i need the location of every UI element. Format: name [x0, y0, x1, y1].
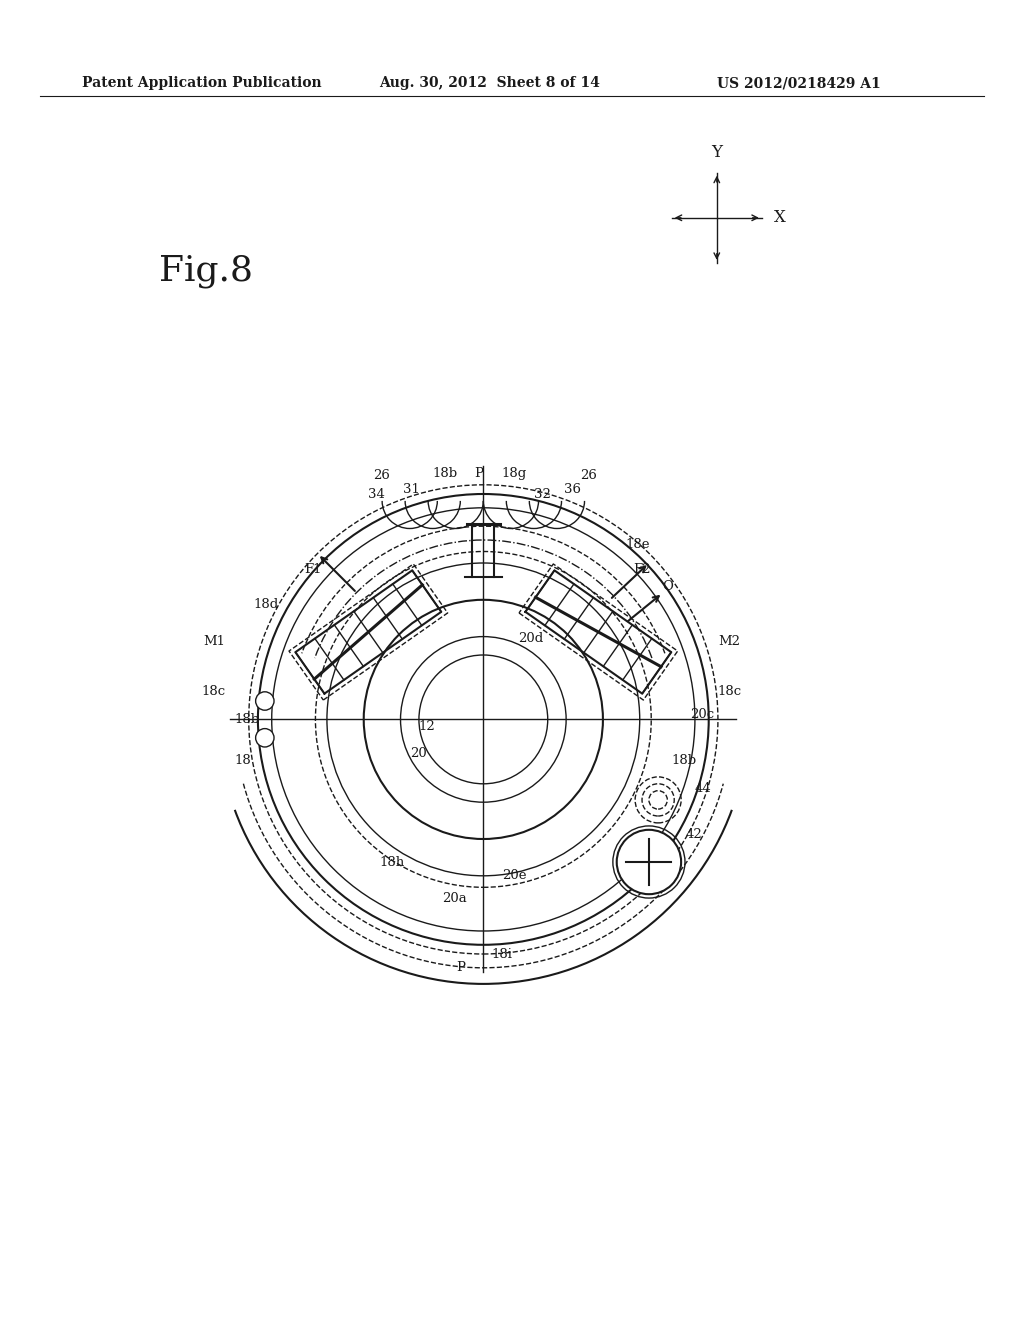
Text: 18b: 18b: [672, 754, 697, 767]
Text: M1: M1: [204, 635, 225, 648]
Text: 18b: 18b: [234, 713, 260, 726]
Text: P: P: [474, 467, 483, 479]
Circle shape: [256, 729, 274, 747]
Text: 18d: 18d: [253, 598, 279, 611]
Text: Aug. 30, 2012  Sheet 8 of 14: Aug. 30, 2012 Sheet 8 of 14: [379, 77, 600, 90]
Text: 18g: 18g: [502, 467, 527, 479]
Text: 18: 18: [234, 754, 252, 767]
Text: 26: 26: [580, 469, 597, 482]
Text: 20d: 20d: [518, 632, 543, 645]
Text: 36: 36: [564, 483, 581, 496]
Text: 18e: 18e: [626, 539, 650, 552]
Text: 32: 32: [534, 487, 551, 500]
Text: F1: F1: [304, 564, 322, 577]
Text: 18c: 18c: [202, 685, 225, 698]
Text: 34: 34: [369, 487, 385, 500]
Text: 31: 31: [402, 483, 420, 496]
Text: Fig.8: Fig.8: [159, 253, 253, 288]
Circle shape: [616, 830, 681, 894]
Text: 12: 12: [419, 719, 435, 733]
Circle shape: [256, 692, 274, 710]
Text: 18i: 18i: [492, 948, 512, 961]
Text: 26: 26: [373, 469, 390, 482]
Text: Patent Application Publication: Patent Application Publication: [82, 77, 322, 90]
Text: 44: 44: [695, 781, 712, 795]
Text: US 2012/0218429 A1: US 2012/0218429 A1: [717, 77, 881, 90]
Text: 20: 20: [410, 747, 426, 760]
Text: M2: M2: [718, 635, 740, 648]
Text: F2: F2: [633, 564, 650, 577]
Text: X: X: [774, 210, 785, 226]
Text: 20e: 20e: [502, 870, 526, 882]
Text: Y: Y: [712, 144, 722, 161]
Text: O: O: [663, 579, 674, 593]
Text: 18h: 18h: [380, 855, 406, 869]
Text: 42: 42: [686, 828, 702, 841]
Text: 20a: 20a: [442, 892, 467, 906]
Text: P: P: [457, 961, 465, 974]
Text: 18c: 18c: [718, 685, 742, 698]
Text: 20c: 20c: [690, 709, 715, 721]
Text: 18b: 18b: [433, 467, 458, 479]
